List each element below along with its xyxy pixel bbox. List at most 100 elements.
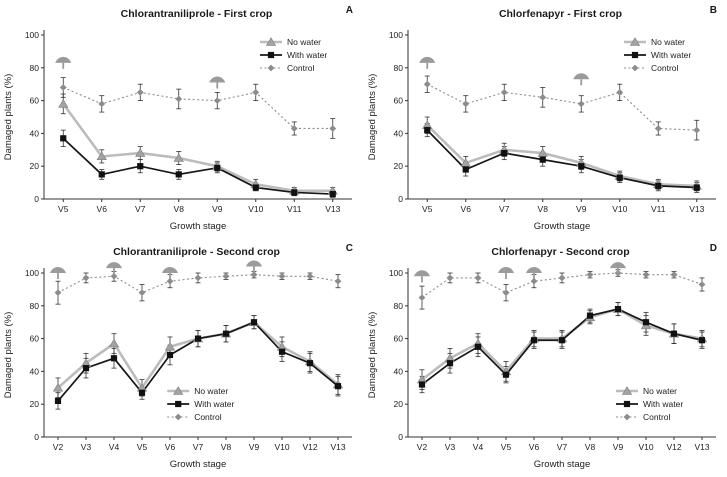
diamond-marker (558, 274, 566, 282)
x-tick-label: V10 (612, 204, 627, 214)
panel-letter-a: A (345, 5, 353, 16)
panel-a-title-row: Chlorantraniliprole - First crop (0, 4, 363, 20)
water-spray-icon (526, 267, 542, 279)
triangle-marker (52, 383, 64, 392)
x-tick-label: V6 (97, 204, 108, 214)
square-marker (60, 135, 67, 142)
legend-label: Control (651, 63, 679, 73)
x-tick-label: V13 (689, 204, 704, 214)
x-tick-label: V13 (325, 204, 340, 214)
x-tick-label: V9 (249, 442, 260, 452)
axes: 0 20 40 60 80 100 V5 V6 V7 V8 V9 V10 V11 V13 Growth st… (367, 30, 716, 231)
triangle-marker (629, 37, 641, 46)
x-tick-label: V5 (422, 204, 433, 214)
spray-icons (419, 56, 590, 86)
square-marker (698, 337, 706, 344)
panel-d-title-row: Chlorfenapyr - Second crop (364, 242, 727, 258)
triangle-marker (135, 148, 146, 157)
diamond-marker (250, 271, 258, 279)
chart-title-d: Chlorfenapyr - Second crop (491, 246, 630, 258)
legend-label: Control (194, 412, 222, 422)
square-marker (250, 319, 258, 326)
square-marker (670, 330, 678, 337)
x-tick-label: V10 (638, 442, 653, 452)
diamond-marker (136, 89, 144, 96)
diamond-marker (418, 294, 426, 301)
chart-title-a: Chlorantraniliprole - First crop (120, 8, 273, 20)
diamond-marker (462, 100, 470, 108)
y-tick-label: 20 (394, 399, 404, 409)
diamond-marker (693, 126, 701, 134)
triangle-marker (108, 338, 120, 348)
panel-letter-d: D (709, 243, 717, 254)
spray-icons (55, 56, 226, 89)
diamond-marker (530, 277, 538, 285)
x-axis-label: Growth stage (170, 221, 227, 231)
legend-label: With water (194, 399, 234, 409)
square-marker (558, 337, 566, 344)
x-tick-label: V5 (58, 204, 69, 214)
diamond-marker (654, 125, 662, 132)
diamond-marker (166, 277, 174, 285)
series-line (63, 86, 333, 130)
square-marker (98, 171, 105, 178)
square-marker (82, 365, 90, 372)
legend: No water With water Control (616, 386, 683, 422)
panel-d: Chlorfenapyr - Second crop D 0 20 40 60 80 10… (364, 239, 727, 477)
square-marker (424, 127, 431, 134)
y-tick-label: 60 (30, 96, 40, 106)
x-tick-label: V3 (81, 442, 92, 452)
panel-c: Chlorantraniliprole - Second crop C 0 20 4… (0, 239, 363, 477)
x-tick-label: V13 (694, 442, 709, 452)
square-marker (334, 383, 342, 390)
diamond-marker (500, 89, 508, 96)
triangle-marker (621, 386, 633, 395)
diamond-marker (252, 89, 260, 96)
y-axis-label: Damaged plants (%) (367, 74, 378, 161)
square-marker (578, 163, 585, 170)
diamond-marker (278, 272, 286, 280)
x-tick-label: V12 (302, 442, 317, 452)
y-tick-label: 20 (30, 161, 40, 171)
x-tick-label: V13 (330, 442, 345, 452)
error-bars (424, 75, 700, 193)
square-marker (655, 182, 662, 189)
x-tick-label: V9 (576, 204, 587, 214)
diamond-marker (586, 271, 594, 279)
diamond-marker (670, 271, 678, 279)
x-tick-label: V7 (499, 204, 510, 214)
y-tick-label: 100 (389, 30, 403, 40)
water-spray-icon (414, 270, 430, 283)
legend-label: With water (651, 50, 691, 60)
diamond-marker (267, 64, 275, 72)
x-tick-label: V8 (174, 204, 185, 214)
legend-label: No water (651, 37, 685, 47)
diamond-marker (290, 125, 298, 132)
square-marker (175, 400, 182, 408)
square-marker (616, 174, 623, 181)
y-tick-label: 80 (30, 63, 40, 73)
square-marker (501, 149, 508, 157)
square-marker (137, 163, 144, 170)
square-marker (614, 305, 622, 313)
y-tick-label: 100 (25, 268, 39, 278)
panel-letter-c: C (345, 243, 353, 254)
x-axis-label: Growth stage (170, 459, 227, 469)
x-tick-label: V11 (651, 204, 666, 214)
triangle-marker (58, 99, 69, 108)
square-marker (586, 312, 594, 319)
y-tick-label: 0 (398, 194, 403, 204)
diamond-marker (446, 274, 454, 282)
series-line (426, 129, 697, 189)
legend-label: With water (287, 50, 327, 60)
square-marker (474, 343, 482, 350)
triangle-marker (460, 158, 471, 167)
square-marker (278, 348, 286, 355)
square-marker (446, 360, 454, 367)
x-tick-label: V9 (613, 442, 624, 452)
y-tick-label: 100 (25, 30, 39, 40)
square-marker (539, 156, 546, 163)
series-lines (62, 86, 333, 195)
x-axis-label: Growth stage (534, 459, 591, 469)
y-tick-label: 20 (394, 161, 404, 171)
